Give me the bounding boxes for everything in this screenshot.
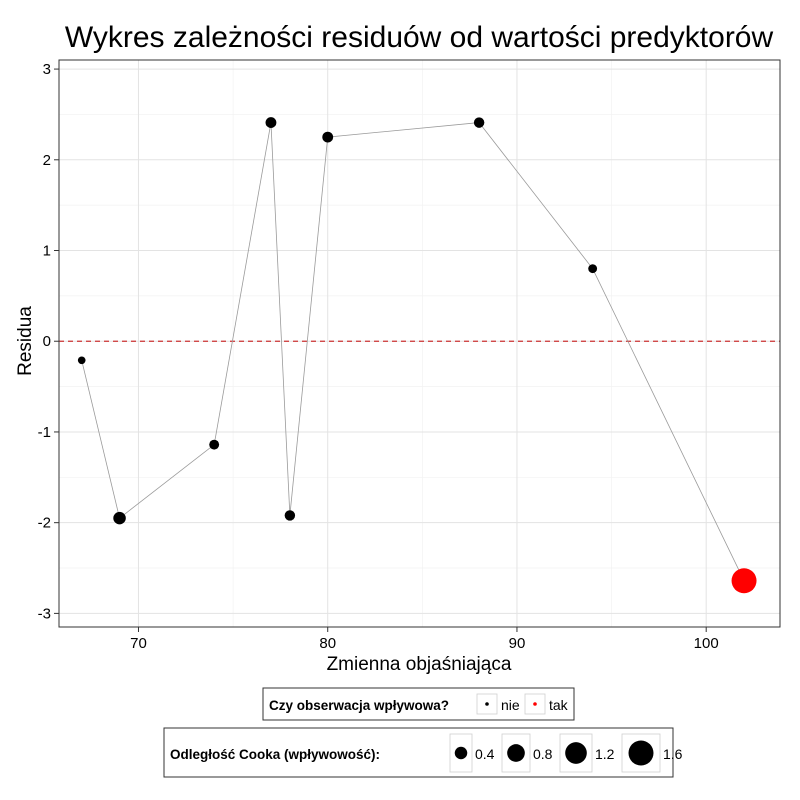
- legend-cook-label: 1.6: [663, 746, 683, 762]
- legend-cook: Odległość Cooka (wpływowość): 0.4 0.8 1.2 1…: [163, 727, 683, 778]
- data-point: [113, 511, 126, 525]
- chart-title: Wykres zależności residuów od wartości p…: [65, 21, 774, 54]
- legend-influence: Czy obserwacja wpływowa? nie tak: [262, 687, 575, 721]
- data-point: [731, 568, 757, 594]
- legend-influence-label: tak: [549, 697, 569, 713]
- y-tick-label: -3: [38, 605, 51, 622]
- legend-cook-label: 0.8: [533, 746, 553, 762]
- legend-size-circle: [507, 744, 525, 762]
- data-point: [473, 117, 485, 128]
- y-tick-label: 2: [43, 152, 51, 169]
- data-point: [588, 264, 598, 274]
- panel-background: [59, 60, 780, 627]
- y-tick-label: -1: [38, 424, 51, 441]
- data-point: [209, 439, 220, 450]
- y-tick-label: -2: [38, 515, 51, 532]
- x-tick-label: 80: [319, 635, 336, 652]
- legend-size-circle: [628, 740, 654, 766]
- axes: 70 80 90 100 -3 -2 -1 0 1 2 3: [38, 61, 719, 652]
- legend-key-dot: [533, 702, 537, 706]
- legend-influence-title: Czy obserwacja wpływowa?: [269, 698, 449, 713]
- y-axis-title: Residua: [15, 306, 36, 376]
- x-tick-label: 90: [509, 635, 526, 652]
- legend-size-circle: [454, 746, 468, 760]
- data-point: [284, 510, 296, 521]
- x-axis-title: Zmienna objaśniająca: [327, 654, 512, 675]
- legend-key-dot: [485, 702, 489, 706]
- legend-cook-title: Odległość Cooka (wpływowość):: [170, 747, 380, 762]
- plot-panel: [58, 59, 781, 628]
- data-point: [322, 131, 334, 143]
- legend-cook-label: 0.4: [475, 746, 495, 762]
- data-point: [77, 356, 86, 365]
- y-tick-label: 3: [43, 61, 51, 78]
- y-tick-label: 1: [43, 243, 51, 260]
- legend-size-circle: [565, 742, 587, 764]
- legend-influence-label: nie: [501, 697, 520, 713]
- x-tick-label: 70: [130, 635, 147, 652]
- legend-cook-label: 1.2: [595, 746, 615, 762]
- panel-border: [58, 59, 781, 628]
- y-tick-label: 0: [43, 333, 51, 350]
- data-point: [265, 117, 277, 129]
- x-tick-label: 100: [694, 635, 719, 652]
- legend-influence-box: [262, 687, 575, 721]
